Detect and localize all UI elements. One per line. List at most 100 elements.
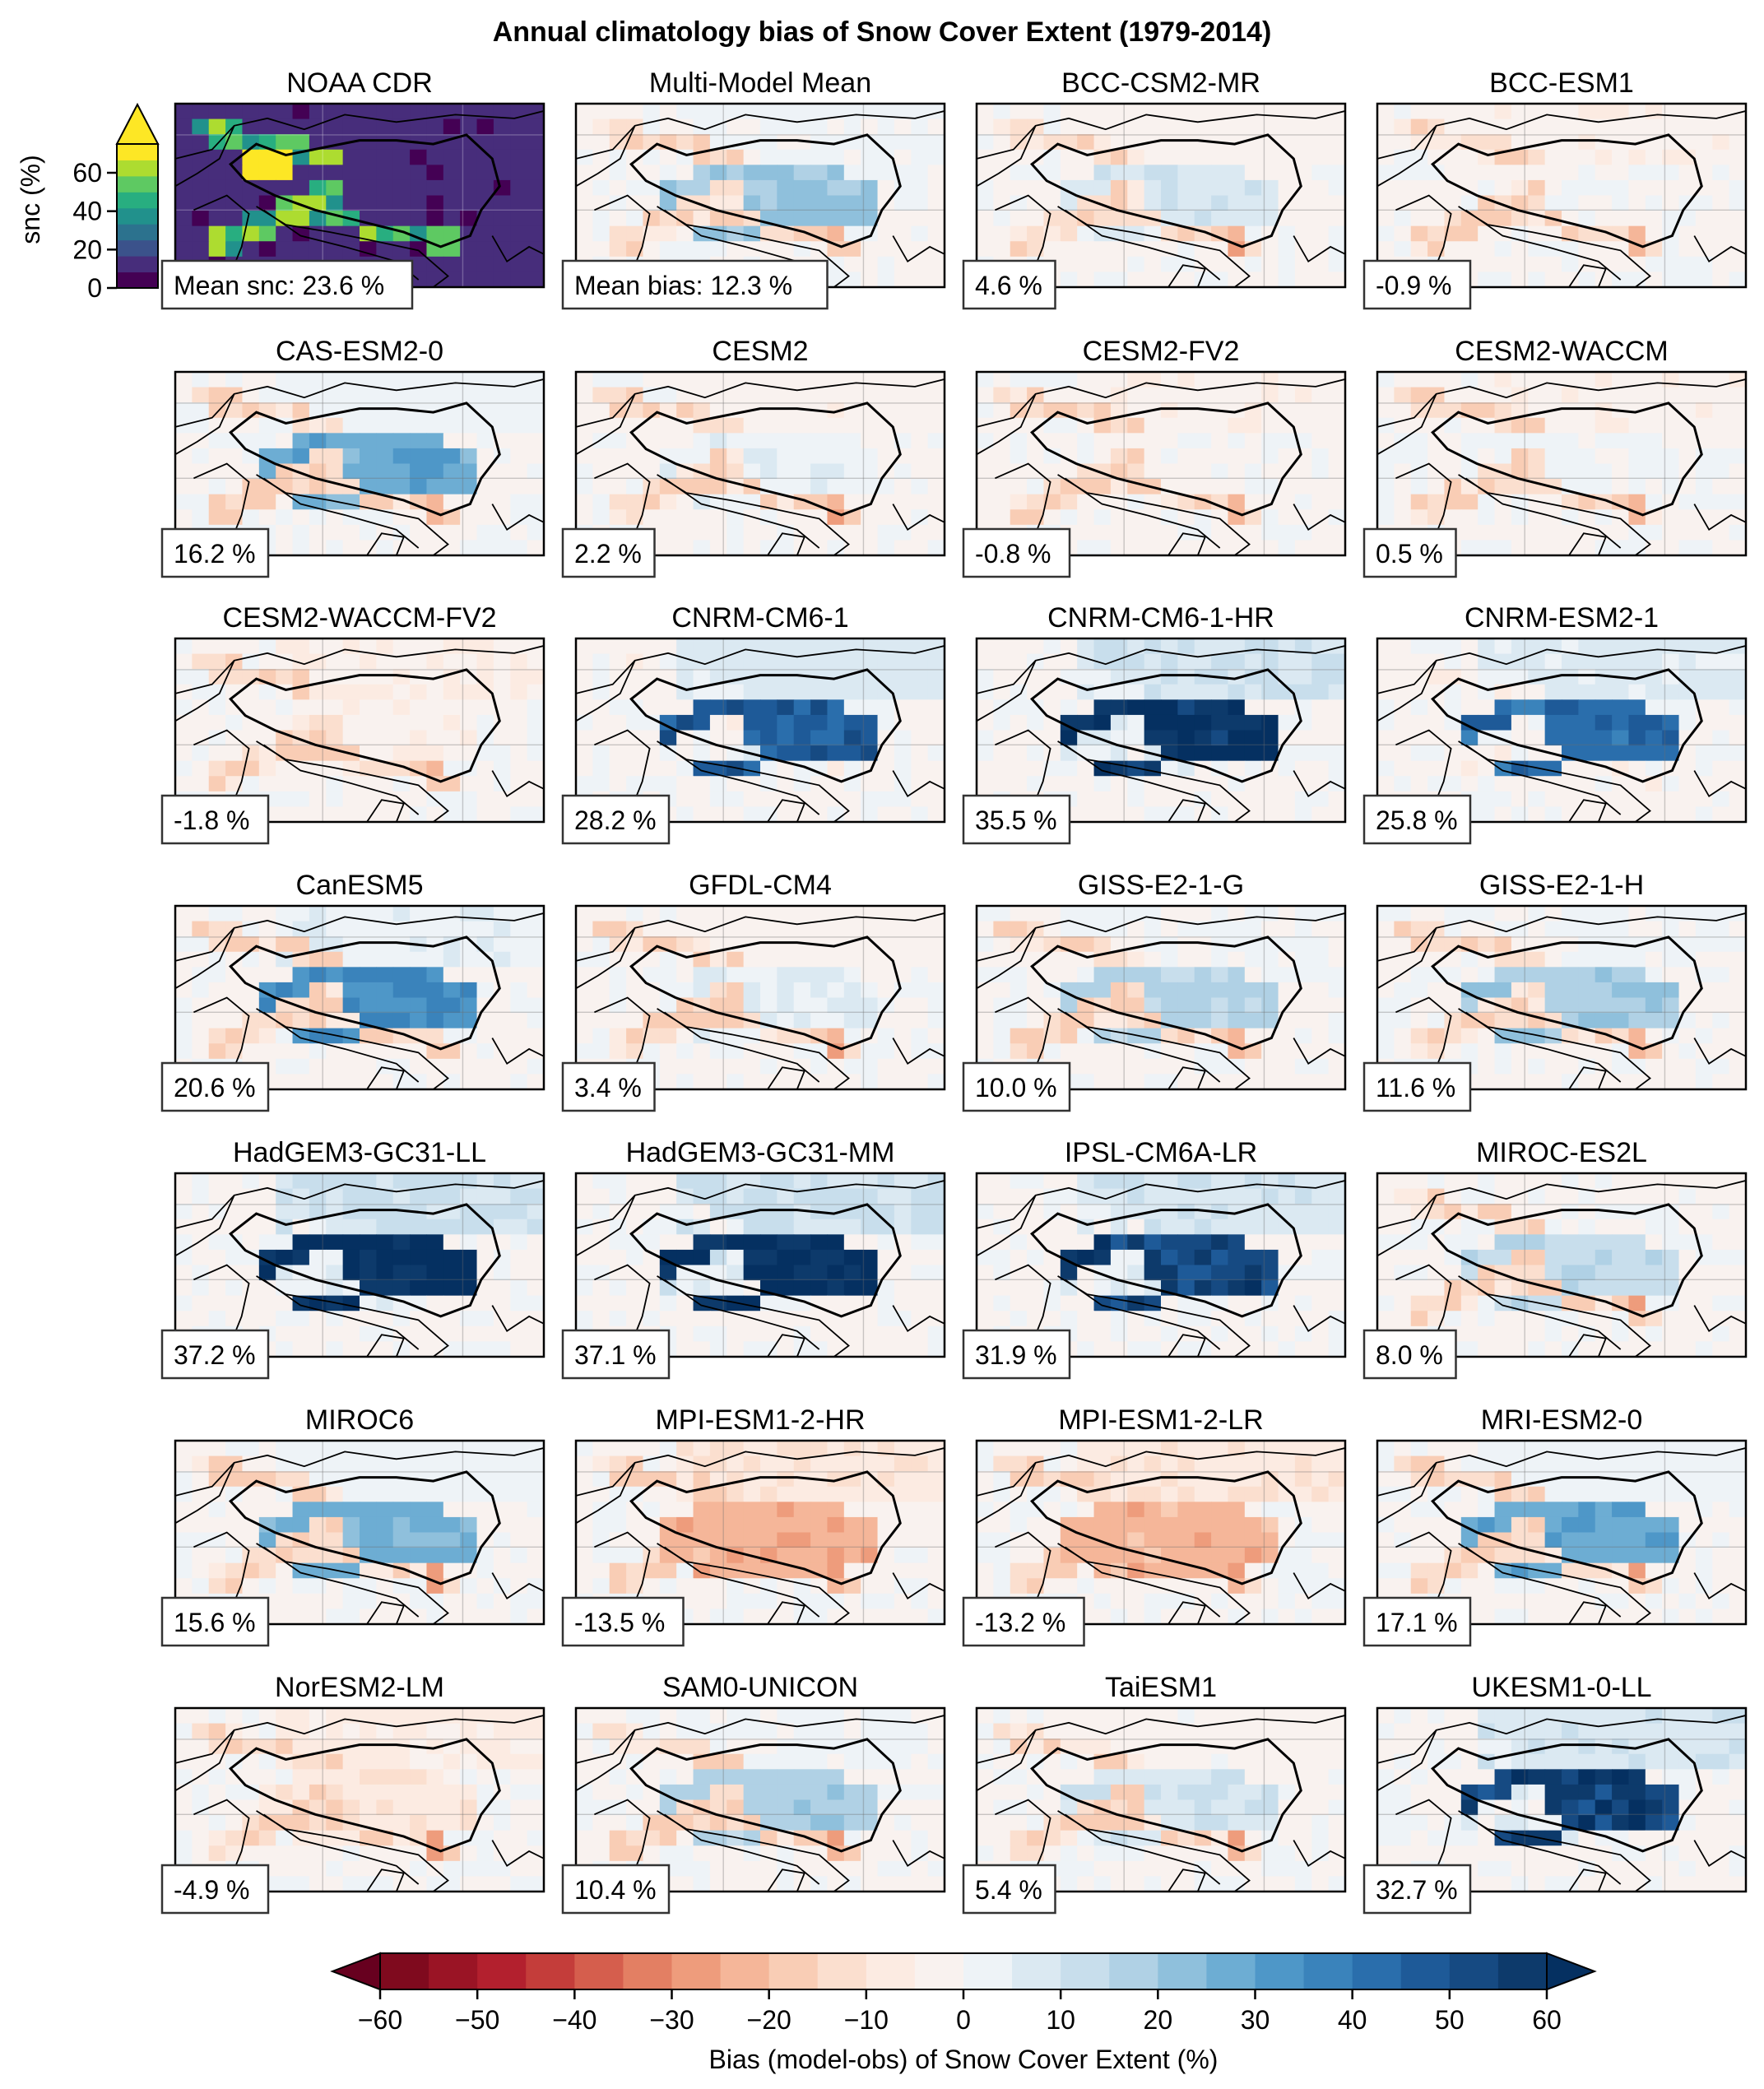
plateau-outline: [1431, 1203, 1703, 1318]
value-label-box: [962, 794, 1071, 845]
panel-noresm2-lm: NorESM2-LM -4.9 %: [160, 1672, 545, 1915]
map-field: [576, 104, 945, 287]
panel-canesm5: CanESM5 20.6 %: [160, 870, 545, 1112]
country-border: [175, 125, 235, 188]
country-border: [366, 1601, 406, 1624]
value-label: -0.8 %: [975, 539, 1051, 569]
country-border: [977, 378, 1345, 428]
country-border: [1377, 393, 1437, 456]
country-border: [995, 729, 1051, 819]
country-border: [977, 1195, 1037, 1257]
bias-colorbar-segment: [1158, 1953, 1207, 1989]
plateau-outline: [229, 668, 501, 783]
value-label: Mean snc: 23.6 %: [174, 271, 384, 300]
country-border: [491, 1038, 544, 1065]
country-border: [977, 125, 1037, 188]
value-label: 35.5 %: [975, 805, 1057, 835]
bias-colorbar-tick-label: −30: [649, 2005, 694, 2035]
value-label: 31.9 %: [975, 1340, 1057, 1370]
map-frame: [975, 1439, 1347, 1626]
panel-mri-esm2-0: MRI-ESM2-0 17.1 %: [1362, 1404, 1748, 1647]
country-border: [1693, 770, 1746, 798]
country-border: [1568, 1066, 1608, 1089]
value-label: 16.2 %: [174, 539, 256, 569]
value-label-box: [962, 1061, 1071, 1112]
panel-miroc6: MIROC6 15.6 %: [160, 1404, 545, 1647]
panel-cesm2: CESM2 2.2 %: [561, 336, 946, 578]
panel-ukesm1-0-ll: UKESM1-0-LL 32.7 %: [1362, 1672, 1748, 1915]
map-frame: [1376, 1706, 1748, 1893]
panel-miroc-es2l: MIROC-ES2L 8.0 %: [1362, 1137, 1748, 1380]
map-field: [977, 638, 1345, 822]
bias-colorbar-tick-label: −10: [844, 2005, 889, 2035]
panel-title: BCC-ESM1: [1489, 67, 1634, 99]
panel-cesm2-waccm: CESM2-WACCM 0.5 %: [1362, 336, 1748, 578]
country-border: [491, 770, 544, 798]
map-field: [576, 1708, 945, 1892]
bias-colorbar-segment: [1303, 1953, 1353, 1989]
country-border: [576, 1715, 945, 1764]
plateau-outline: [229, 402, 501, 517]
country-border: [594, 194, 651, 284]
panel-title: CNRM-ESM2-1: [1465, 602, 1659, 634]
value-label: 28.2 %: [574, 805, 657, 835]
plateau-outline: [229, 935, 501, 1051]
country-border: [977, 1180, 1345, 1229]
map-frame: [174, 1439, 545, 1626]
country-border: [576, 927, 636, 990]
value-label: 8.0 %: [1376, 1340, 1443, 1370]
plateau-outline: [1030, 668, 1302, 783]
obs-colorbar-segment: [117, 272, 158, 289]
panel-title: NorESM2-LM: [275, 1672, 444, 1703]
bias-colorbar-segment: [1255, 1953, 1305, 1989]
value-label: 10.4 %: [574, 1875, 657, 1905]
country-border: [1167, 532, 1207, 555]
country-border: [576, 1195, 636, 1257]
map-field: [175, 1441, 544, 1624]
plateau-outline: [229, 1738, 501, 1853]
obs-colorbar-segment: [117, 239, 158, 257]
country-border: [1395, 462, 1452, 552]
value-label: 3.4 %: [574, 1073, 642, 1103]
country-border: [175, 1729, 235, 1792]
country-border: [1377, 660, 1437, 722]
panel-title: SAM0-UNICON: [662, 1672, 858, 1703]
bias-colorbar-segment: [1352, 1953, 1402, 1989]
country-border: [594, 1264, 651, 1353]
country-border: [767, 799, 806, 822]
value-label-box: [160, 794, 270, 845]
bias-colorbar-label: Bias (model-obs) of Snow Cover Extent (%…: [709, 2045, 1219, 2074]
plateau-outline: [629, 133, 902, 248]
country-border: [175, 393, 235, 456]
country-border: [977, 1462, 1037, 1525]
country-border: [366, 1334, 406, 1357]
value-label: -13.5 %: [574, 1608, 665, 1637]
value-label-box: [160, 1061, 270, 1112]
panel-gfdl-cm4: GFDL-CM4 3.4 %: [561, 870, 946, 1112]
panel-title: CESM2-WACCM: [1455, 336, 1668, 367]
country-border: [995, 1799, 1051, 1888]
obs-colorbar-segment: [117, 207, 158, 225]
bias-colorbar-segment: [1206, 1953, 1256, 1989]
country-border: [995, 996, 1051, 1086]
country-border: [1395, 996, 1452, 1086]
panel-title: MRI-ESM2-0: [1481, 1404, 1642, 1436]
country-border: [263, 1813, 420, 1885]
value-label-box: [160, 259, 414, 310]
plateau-outline: [629, 935, 902, 1051]
map-field: [977, 906, 1345, 1089]
obs-colorbar-frame: [116, 143, 159, 289]
country-border: [175, 912, 544, 962]
value-label-box: [1362, 794, 1472, 845]
country-border: [175, 1447, 544, 1497]
plateau-outline: [229, 1203, 501, 1318]
plateau-outline: [629, 1470, 902, 1585]
country-border: [263, 744, 420, 815]
value-label-box: [561, 1596, 685, 1647]
map-frame: [574, 1172, 946, 1358]
country-border: [1065, 1011, 1221, 1083]
value-label: 20.6 %: [174, 1073, 256, 1103]
map-field: [1377, 1173, 1746, 1357]
country-border: [1293, 1305, 1345, 1333]
plateau-outline: [1431, 133, 1703, 248]
